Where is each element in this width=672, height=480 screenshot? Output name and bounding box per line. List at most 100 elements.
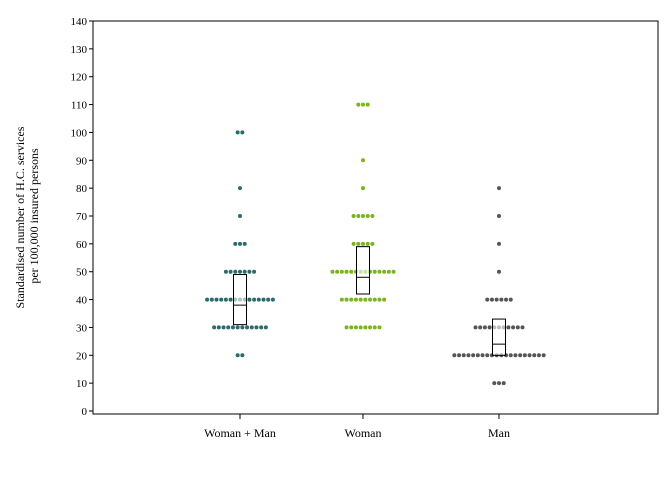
data-point — [372, 325, 377, 330]
data-point — [219, 297, 224, 302]
data-point — [358, 325, 363, 330]
y-tick-label: 10 — [76, 378, 88, 390]
data-point — [226, 325, 231, 330]
y-tick-label: 100 — [71, 127, 88, 139]
y-tick-label: 80 — [76, 183, 88, 195]
data-point — [252, 269, 257, 274]
data-point — [501, 381, 506, 386]
data-point — [233, 241, 238, 246]
data-point — [361, 241, 365, 246]
data-point — [485, 297, 490, 302]
data-point — [209, 297, 214, 302]
data-point — [254, 325, 259, 330]
data-point — [527, 353, 532, 358]
y-tick-label: 140 — [71, 16, 88, 28]
data-point — [344, 325, 349, 330]
y-tick-label: 90 — [76, 155, 88, 167]
y-tick-label: 130 — [71, 44, 88, 56]
data-point — [475, 353, 480, 358]
data-point — [499, 297, 504, 302]
data-point — [242, 269, 247, 274]
plot-frame — [92, 20, 659, 415]
x-category-label: Man — [488, 426, 510, 440]
y-axis-title-line-1: Standardised number of H.C. services — [13, 126, 27, 308]
data-point — [377, 297, 382, 302]
data-point — [487, 325, 492, 330]
data-point — [361, 102, 365, 107]
data-point — [235, 130, 240, 135]
y-tick-label: 70 — [76, 211, 88, 223]
data-point — [339, 297, 344, 302]
data-point — [513, 353, 518, 358]
data-point — [240, 130, 245, 135]
data-point — [349, 297, 354, 302]
data-point — [330, 269, 335, 274]
data-point — [478, 325, 483, 330]
data-point — [349, 325, 354, 330]
data-point — [356, 102, 361, 107]
data-point — [247, 297, 252, 302]
data-point — [365, 241, 370, 246]
data-point — [223, 269, 228, 274]
data-point — [349, 269, 354, 274]
data-point — [266, 297, 271, 302]
data-point — [356, 214, 361, 218]
data-point — [480, 353, 485, 358]
data-point — [270, 297, 275, 302]
data-point — [245, 325, 250, 330]
data-point — [240, 325, 245, 330]
data-point — [508, 353, 513, 358]
data-point — [235, 325, 240, 330]
data-point — [497, 269, 501, 274]
data-point — [504, 297, 509, 302]
iqr-box — [356, 246, 370, 295]
data-point — [471, 353, 476, 358]
data-point — [238, 214, 242, 218]
data-point — [497, 241, 501, 246]
data-point — [457, 353, 462, 358]
y-tick-label: 60 — [76, 239, 88, 251]
data-point — [382, 269, 387, 274]
data-point — [532, 353, 537, 358]
data-point — [391, 269, 396, 274]
data-point — [518, 353, 523, 358]
data-point — [344, 297, 349, 302]
data-point — [256, 297, 261, 302]
data-point — [370, 241, 375, 246]
data-point — [353, 325, 358, 330]
y-tick-label: 50 — [76, 267, 88, 279]
data-point — [365, 102, 370, 107]
data-point — [238, 241, 242, 246]
data-point — [259, 325, 264, 330]
data-point — [515, 325, 520, 330]
y-axis-title-line-2: per 100,000 insured persons — [27, 148, 41, 284]
iqr-box — [492, 318, 506, 356]
data-point — [361, 214, 365, 218]
data-point — [497, 381, 501, 386]
x-category-label: Woman + Man — [204, 426, 276, 440]
data-point — [351, 214, 356, 218]
y-tick-label: 120 — [71, 72, 88, 84]
data-point — [506, 325, 511, 330]
data-point — [522, 353, 527, 358]
data-point — [377, 269, 382, 274]
x-axis: Woman + Man Woman Man — [204, 414, 510, 440]
data-point — [466, 353, 471, 358]
data-point — [249, 325, 254, 330]
data-point — [252, 297, 257, 302]
data-point — [363, 297, 368, 302]
data-point — [238, 269, 242, 274]
data-point — [361, 186, 365, 191]
data-point — [228, 269, 233, 274]
data-point — [356, 241, 361, 246]
data-point — [452, 353, 457, 358]
data-point — [228, 297, 233, 302]
data-point — [235, 353, 240, 358]
data-point — [233, 269, 238, 274]
data-point — [370, 214, 375, 218]
data-point — [363, 325, 368, 330]
y-axis-title: Standardised number of H.C. services per… — [13, 124, 41, 309]
data-point — [492, 381, 497, 386]
data-point — [242, 241, 247, 246]
